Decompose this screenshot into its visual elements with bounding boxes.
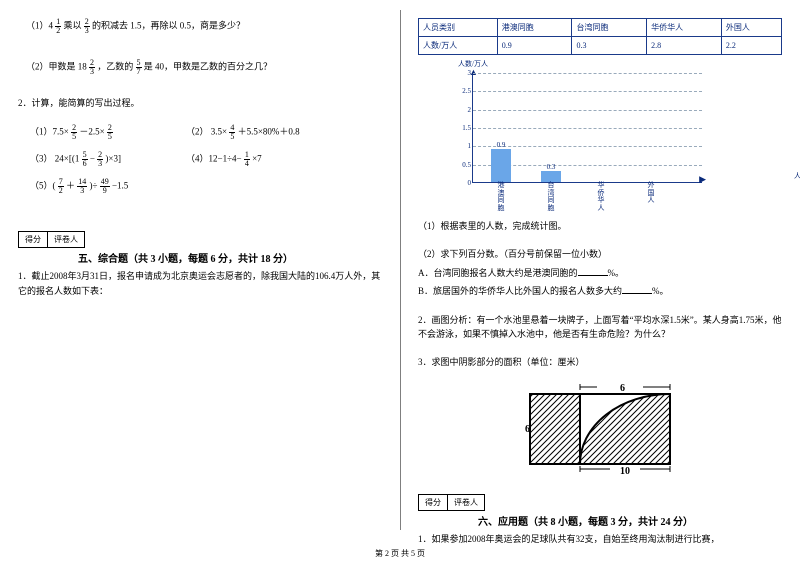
- text: （3）: [30, 154, 53, 164]
- section-5-q1: 1．截止2008年3月31日，报名申请成为北京奥运会志愿者的，除我国大陆的106…: [18, 269, 382, 298]
- sub-1b: （2）求下列百分数。（百分号前保留一位小数）: [418, 247, 782, 261]
- text: 3.5×: [211, 127, 227, 137]
- text: 是 40，甲数是乙数的百分之几？: [144, 62, 272, 72]
- text: －2.5×: [79, 127, 104, 137]
- arrow-right-icon: ▶: [699, 174, 706, 185]
- geometry-figure: 6 6 10: [525, 384, 675, 474]
- table-cell: 0.3: [572, 37, 647, 55]
- text: （2）: [186, 127, 209, 137]
- text: %。: [652, 286, 669, 296]
- sub-1B: B．旅居国外的华侨华人比外国人的报名人数多大约 %。: [418, 284, 782, 298]
- section-5-title: 五、综合题（共 3 小题，每题 6 分，共计 18 分）: [78, 250, 382, 265]
- table-row: 人员类别 港澳同胞 台湾同胞 华侨华人 外国人: [419, 19, 782, 37]
- score-box: 得分 评卷人: [418, 494, 485, 511]
- table-header: 人员类别: [419, 19, 498, 37]
- text: （4）12−1÷4−: [186, 154, 242, 164]
- calc-3: （3） 24×[(1 56 − 23 )×3]: [30, 151, 150, 168]
- svg-text:6: 6: [525, 424, 530, 435]
- fraction: 23: [84, 18, 90, 35]
- fraction: 25: [71, 124, 77, 141]
- sub-1a: （1）根据表里的人数，完成统计图。: [418, 219, 782, 233]
- fraction: 56: [82, 151, 88, 168]
- score-section: 得分 评卷人 五、综合题（共 3 小题，每题 6 分，共计 18 分）: [18, 221, 382, 265]
- text: A．台湾同胞报名人数大约是港澳同胞的: [418, 268, 578, 278]
- category-label: 港澳同胞: [491, 182, 511, 213]
- fraction: 143: [77, 178, 87, 195]
- text: ×7: [252, 154, 262, 164]
- fraction: 499: [100, 178, 110, 195]
- category-label: 华侨华人: [591, 182, 611, 213]
- calc-2: （2） 3.5× 45 ＋5.5×80%＋0.8: [186, 124, 306, 141]
- grader-label: 评卷人: [48, 232, 84, 247]
- score-box: 得分 评卷人: [18, 231, 85, 248]
- calc-grid: （1）7.5× 25 －2.5× 25 （2） 3.5× 45 ＋5.5×80%…: [30, 124, 382, 195]
- text: B．旅居国外的华侨华人比外国人的报名人数多大约: [418, 286, 622, 296]
- blank: [578, 267, 608, 276]
- text: （1）4: [26, 21, 53, 31]
- fraction: 72: [58, 178, 64, 195]
- svg-text:6: 6: [620, 384, 625, 394]
- column-divider: [400, 10, 401, 530]
- table-cell: 2.2: [721, 37, 781, 55]
- text: （5）(: [30, 181, 56, 191]
- category-label: 外国人: [641, 182, 661, 205]
- text: ＋5.5×80%＋0.8: [238, 127, 300, 137]
- table-cell: 人数/万人: [419, 37, 498, 55]
- text: 的积减去 1.5，再除以 0.5，商是多少？: [92, 21, 245, 31]
- table-header: 外国人: [721, 19, 781, 37]
- chart-bar: [491, 149, 511, 182]
- chart-axis: ▲ ▶ 00.511.522.530.9港澳同胞0.3台湾同胞华侨华人外国人: [472, 73, 702, 183]
- question-2-title: 2．计算，能简算的写出过程。: [18, 96, 382, 110]
- fraction: 12: [55, 18, 61, 35]
- fraction: 45: [229, 124, 235, 141]
- text: )×3]: [105, 154, 121, 164]
- text: −1.5: [112, 181, 128, 191]
- table-cell: 0.9: [497, 37, 572, 55]
- table-header: 港澳同胞: [497, 19, 572, 37]
- question-3: 3．求图中阴影部分的面积（单位：厘米）: [418, 355, 782, 369]
- data-table: 人员类别 港澳同胞 台湾同胞 华侨华人 外国人 人数/万人 0.9 0.3 2.…: [418, 18, 782, 55]
- calc-1: （1）7.5× 25 －2.5× 25: [30, 124, 150, 141]
- blank: [622, 285, 652, 294]
- text: （2）甲数是 18: [26, 62, 87, 72]
- bar-chart: 人数/万人 ▲ ▶ 00.511.522.530.9港澳同胞0.3台湾同胞华侨华…: [438, 61, 782, 211]
- score-section-6: 得分 评卷人 六、应用题（共 8 小题，每题 3 分，共计 24 分）: [418, 484, 782, 528]
- section-6-q1: 1．如果参加2008年奥运会的足球队共有32支，自始至终用淘汰制进行比赛，: [418, 532, 782, 546]
- text: ，乙数的: [97, 62, 133, 72]
- question-1-2: （2）甲数是 18 23 ，乙数的 57 是 40，甲数是乙数的百分之几？: [26, 59, 382, 76]
- score-label: 得分: [19, 232, 48, 247]
- svg-text:10: 10: [620, 466, 630, 474]
- page-footer: 第 2 页 共 5 页: [0, 548, 800, 559]
- text: ＋: [66, 181, 75, 191]
- text: （1）7.5×: [30, 127, 69, 137]
- table-header: 华侨华人: [647, 19, 722, 37]
- fraction: 25: [107, 124, 113, 141]
- text: −: [90, 154, 97, 164]
- category-label: 台湾同胞: [541, 182, 561, 213]
- text: )÷: [90, 181, 98, 191]
- section-6-title: 六、应用题（共 8 小题，每题 3 分，共计 24 分）: [478, 513, 782, 528]
- grader-label: 评卷人: [448, 495, 484, 510]
- table-header: 台湾同胞: [572, 19, 647, 37]
- table-cell: 2.8: [647, 37, 722, 55]
- calc-4: （4）12−1÷4− 14 ×7: [186, 151, 306, 168]
- fraction: 14: [244, 151, 250, 168]
- sub-1A: A．台湾同胞报名人数大约是港澳同胞的 %。: [418, 266, 782, 280]
- text: 乘以: [64, 21, 82, 31]
- bar-value-label: 0.9: [491, 141, 511, 149]
- fraction: 57: [136, 59, 142, 76]
- calc-5: （5）( 72 ＋ 143 )÷ 499 −1.5: [30, 178, 150, 195]
- table-row: 人数/万人 0.9 0.3 2.8 2.2: [419, 37, 782, 55]
- question-2: 2．画图分析：有一个水池里悬着一块牌子，上面写着“平均水深1.5米”。某人身高1…: [418, 313, 782, 342]
- text: %。: [608, 268, 625, 278]
- bar-value-label: 0.3: [541, 163, 561, 171]
- chart-xlabel: 人员类别: [794, 171, 800, 181]
- text: 24×[(1: [55, 154, 80, 164]
- fraction: 23: [97, 151, 103, 168]
- right-column: 人员类别 港澳同胞 台湾同胞 华侨华人 外国人 人数/万人 0.9 0.3 2.…: [400, 0, 800, 540]
- question-1-1: （1）4 12 乘以 23 的积减去 1.5，再除以 0.5，商是多少？: [26, 18, 382, 35]
- score-label: 得分: [419, 495, 448, 510]
- fraction: 23: [89, 59, 95, 76]
- left-column: （1）4 12 乘以 23 的积减去 1.5，再除以 0.5，商是多少？ （2）…: [0, 0, 400, 540]
